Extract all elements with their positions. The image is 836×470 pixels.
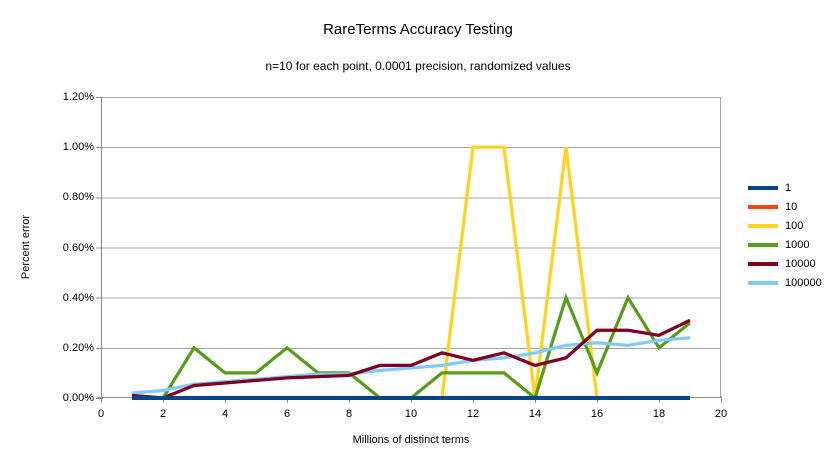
legend-item-1000: 1000 (748, 235, 822, 254)
x-axis-title: Millions of distinct terms (352, 434, 470, 446)
plot-area (96, 97, 722, 403)
legend-item-100000: 100000 (748, 273, 822, 292)
y-tick-label: 0.80% (62, 191, 94, 204)
legend-label: 1 (785, 181, 792, 194)
series-line-10000 (131, 318, 691, 400)
x-tick-label: 10 (404, 408, 418, 420)
legend: 1 10 100 1000 10000 100000 (748, 178, 822, 292)
legend-label: 1000 (785, 238, 810, 251)
chart-subtitle: n=10 for each point, 0.0001 precision, r… (265, 59, 571, 73)
legend-swatch (748, 223, 778, 228)
legend-label: 100 (785, 219, 804, 232)
y-tick-label: 0.40% (62, 291, 94, 304)
y-tick-label: 1.20% (62, 91, 94, 103)
legend-item-10000: 10000 (748, 254, 822, 273)
legend-item-1: 1 (748, 178, 822, 197)
x-tick-label: 16 (590, 408, 604, 420)
x-tick-label: 0 (97, 408, 105, 420)
legend-label: 10 (785, 200, 798, 213)
y-tick-label: 1.00% (62, 141, 94, 154)
y-tick-label: 0.20% (62, 341, 94, 354)
x-tick-label: 12 (466, 408, 480, 420)
x-tick-label: 18 (652, 408, 666, 420)
y-tick-label: 0.00% (62, 392, 94, 404)
legend-item-100: 100 (748, 216, 822, 235)
x-tick-label: 14 (528, 408, 542, 420)
x-tick-label: 8 (345, 408, 353, 420)
x-tick-label: 20 (714, 408, 728, 420)
legend-swatch (748, 261, 778, 266)
legend-label: 10000 (785, 257, 816, 270)
legend-swatch (748, 242, 778, 247)
legend-swatch (748, 204, 778, 209)
y-tick-label: 0.60% (62, 241, 94, 254)
x-tick-label: 2 (159, 408, 167, 420)
series-line-100 (132, 145, 690, 400)
legend-swatch (748, 185, 778, 190)
legend-item-10: 10 (748, 197, 822, 216)
legend-label: 100000 (785, 276, 822, 289)
legend-swatch (748, 280, 778, 285)
chart-title: RareTerms Accuracy Testing (323, 21, 513, 38)
x-tick-label: 6 (283, 408, 291, 420)
x-tick-label: 4 (221, 408, 229, 420)
